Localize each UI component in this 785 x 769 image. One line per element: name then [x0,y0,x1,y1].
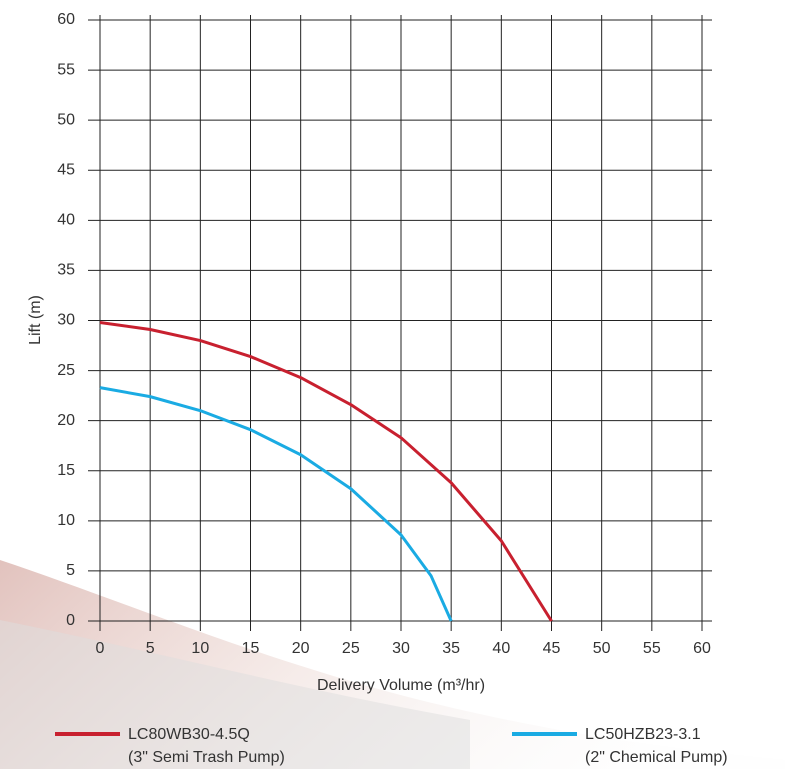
y-tick-label: 40 [57,212,75,229]
legend-note: (3" Semi Trash Pump) [128,749,285,766]
y-tick-label: 35 [57,262,75,279]
y-axis-label: Lift (m) [27,295,44,345]
y-tick-label: 50 [57,111,75,128]
x-tick-label: 35 [442,640,460,657]
y-tick-label: 15 [57,462,75,479]
y-tick-label: 60 [57,11,75,28]
x-tick-label: 40 [492,640,510,657]
background-swoosh [0,620,470,769]
x-tick-label: 0 [96,640,105,657]
y-tick-label: 20 [57,412,75,429]
x-tick-label: 25 [342,640,360,657]
x-axis-label: Delivery Volume (m³/hr) [317,677,485,694]
y-tick-label: 45 [57,161,75,178]
x-tick-label: 5 [146,640,155,657]
y-tick-label: 25 [57,362,75,379]
legend-label: LC80WB30-4.5Q [128,726,250,743]
x-tick-label: 50 [593,640,611,657]
x-tick-label: 20 [292,640,310,657]
x-tick-label: 60 [693,640,711,657]
y-tick-label: 55 [57,61,75,78]
y-tick-label: 5 [66,562,75,579]
x-tick-label: 10 [191,640,209,657]
data-line [99,321,553,622]
y-tick-label: 30 [57,312,75,329]
legend-note: (2" Chemical Pump) [585,749,728,766]
data-line [99,386,453,622]
legend-label: LC50HZB23-3.1 [585,726,701,743]
y-tick-label: 0 [66,612,75,629]
x-tick-label: 15 [242,640,260,657]
x-tick-label: 30 [392,640,410,657]
x-tick-label: 45 [543,640,561,657]
x-tick-label: 55 [643,640,661,657]
y-tick-label: 10 [57,512,75,529]
